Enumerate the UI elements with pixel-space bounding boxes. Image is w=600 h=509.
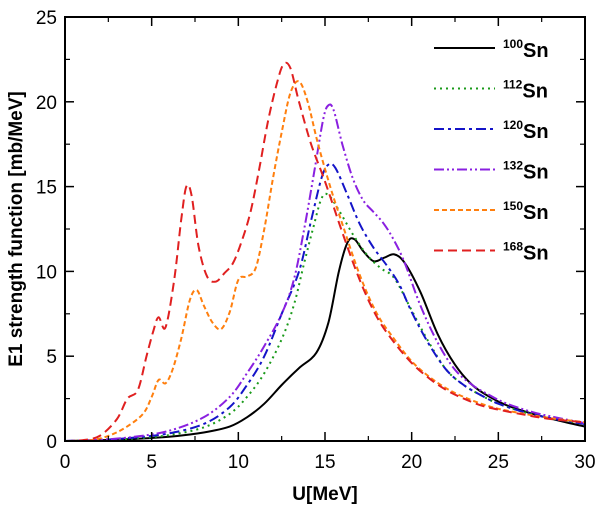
y-tick-label: 5 — [46, 347, 57, 368]
legend-label-sn112: 112Sn — [503, 78, 548, 103]
legend-label-sn150: 150Sn — [503, 199, 549, 224]
series-line-sn112 — [64, 192, 586, 442]
legend-label-sn100: 100Sn — [503, 37, 549, 62]
x-tick-label: 20 — [401, 452, 422, 473]
legend-label-sn132: 132Sn — [503, 159, 549, 184]
series-line-sn150 — [64, 80, 586, 442]
legend-label-sn120: 120Sn — [503, 118, 549, 143]
y-tick-label: 0 — [46, 432, 57, 453]
x-axis-title: U[MeV] — [292, 484, 357, 505]
x-tick-label: 5 — [146, 452, 157, 473]
y-tick-label: 20 — [36, 93, 57, 114]
legend: 100Sn 112Sn 120Sn 132Sn 150Sn 168Sn — [434, 37, 549, 265]
series-line-sn132 — [64, 103, 586, 442]
x-tick-label: 30 — [574, 452, 595, 473]
x-tick-label: 25 — [488, 452, 509, 473]
legend-label-sn168: 168Sn — [503, 240, 549, 265]
x-tick-label: 10 — [228, 452, 249, 473]
x-tick-label: 15 — [314, 452, 335, 473]
y-axis-title: E1 strength function [mb/MeV] — [6, 91, 27, 367]
series-line-sn100 — [64, 237, 586, 442]
y-tick-label: 10 — [36, 262, 57, 283]
x-tick-label: 0 — [60, 452, 71, 473]
y-tick-label: 25 — [36, 8, 57, 29]
series-line-sn168 — [64, 61, 586, 442]
y-tick-label: 15 — [36, 178, 57, 199]
series-line-sn120 — [64, 162, 586, 442]
